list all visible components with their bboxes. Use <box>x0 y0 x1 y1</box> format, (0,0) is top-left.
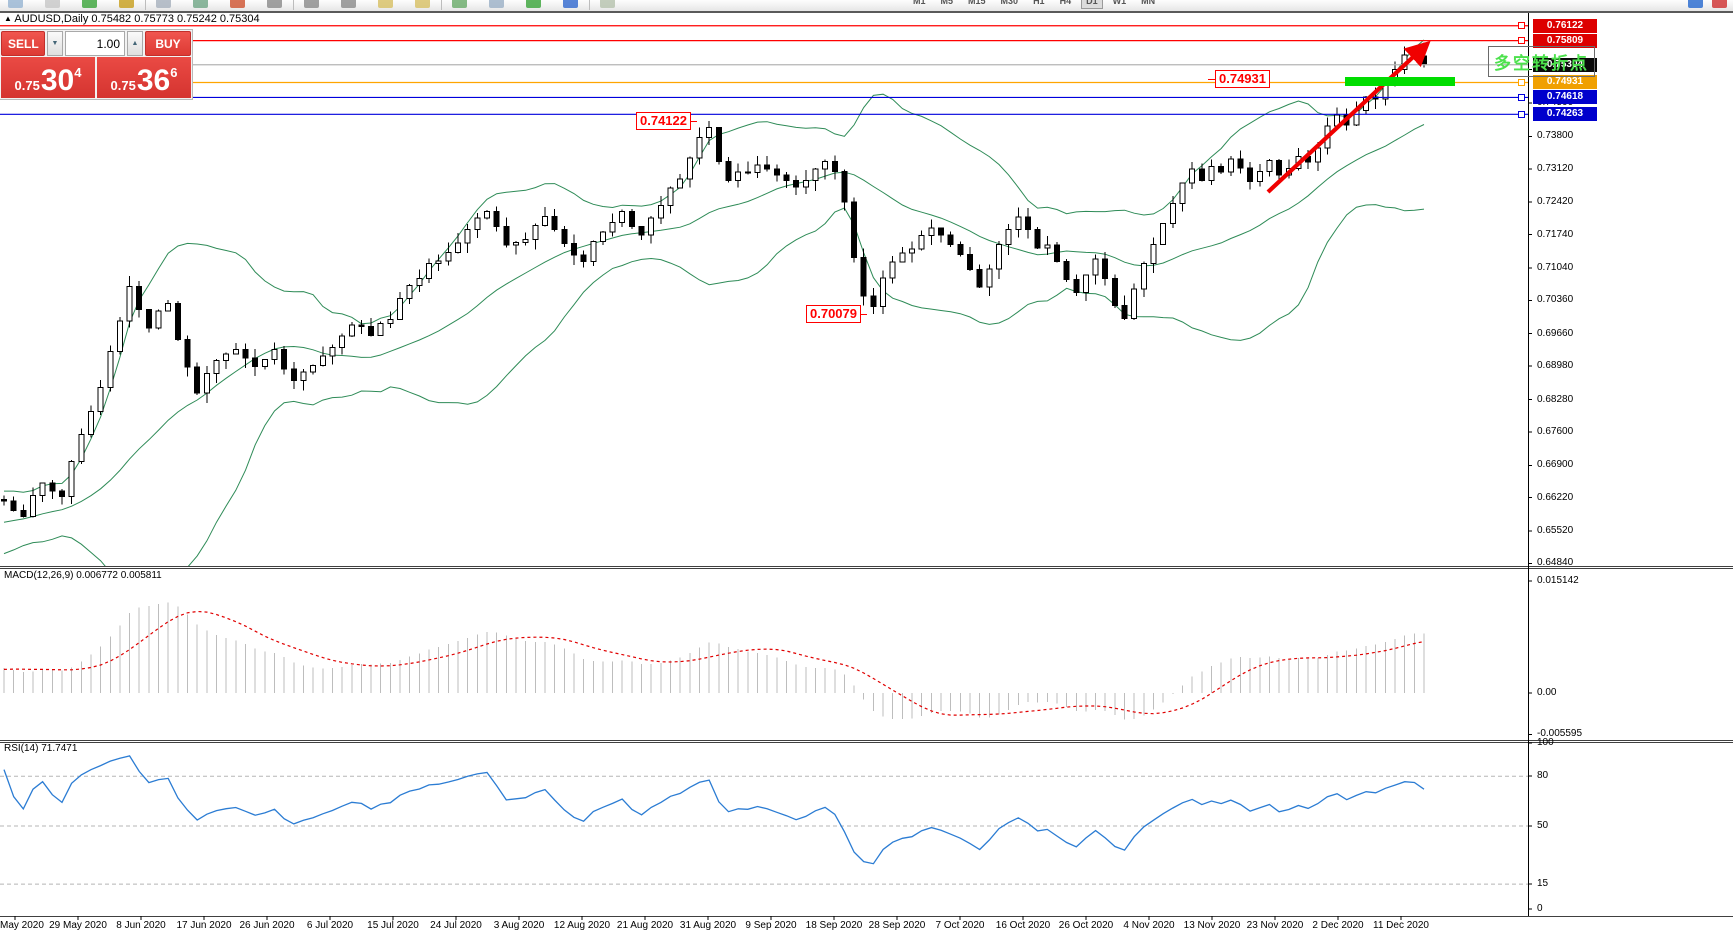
navigator-icon[interactable] <box>193 0 208 8</box>
sell-price[interactable]: 0.75 30 4 <box>1 57 95 98</box>
toolbar-separator <box>589 0 590 10</box>
data-window-icon[interactable] <box>156 0 171 8</box>
chart-bars-icon[interactable] <box>267 0 282 8</box>
toolbar-separator <box>293 0 294 10</box>
highlight-rectangle-annotation[interactable] <box>1345 77 1455 86</box>
timeframe-button-m15[interactable]: M15 <box>963 0 991 9</box>
profiles-icon[interactable] <box>45 0 60 8</box>
add-indicator-icon[interactable] <box>526 0 541 8</box>
volume-increase-button[interactable]: ▲ <box>127 31 143 56</box>
timeframe-button-m5[interactable]: M5 <box>936 0 959 9</box>
tiles-icon[interactable] <box>489 0 504 8</box>
timeframe-button-mn[interactable]: MN <box>1136 0 1160 9</box>
price-flag-annotation[interactable]: 0.70079 <box>806 305 867 323</box>
timeframe-button-h1[interactable]: H1 <box>1028 0 1050 9</box>
timeframe-button-m1[interactable]: M1 <box>908 0 931 9</box>
new-order-icon[interactable] <box>82 0 97 8</box>
price-flag-annotation[interactable]: 0.74122 <box>636 112 697 130</box>
autotrading-icon[interactable] <box>230 0 245 8</box>
timeframe-button-m30[interactable]: M30 <box>996 0 1024 9</box>
help-icon[interactable] <box>563 0 578 8</box>
zoom-in-icon[interactable] <box>378 0 393 8</box>
price-flag-annotation[interactable]: 0.74931 <box>1208 70 1270 88</box>
timeframe-button-w1[interactable]: W1 <box>1108 0 1132 9</box>
timeframe-bar: M1 M5 M15 M30 H1 H4 D1 W1 MN <box>908 0 1160 9</box>
toolbar-separator <box>441 0 442 10</box>
zoom-out-icon[interactable] <box>415 0 430 8</box>
buy-price[interactable]: 0.75 36 6 <box>97 57 191 98</box>
chart-line-icon[interactable] <box>341 0 356 8</box>
toolbar-separator <box>145 0 146 10</box>
toolbar: M1 M5 M15 M30 H1 H4 D1 W1 MN <box>0 0 1733 13</box>
new-chart-icon[interactable] <box>8 0 23 8</box>
buy-button[interactable]: BUY <box>145 31 191 56</box>
text-note-annotation[interactable]: 多空转折点 <box>1488 46 1595 77</box>
volume-decrease-button[interactable]: ▼ <box>47 31 63 56</box>
cursor-icon[interactable] <box>1688 0 1703 8</box>
image-icon[interactable] <box>600 0 615 8</box>
timeframe-button-d1[interactable]: D1 <box>1081 0 1103 9</box>
chart-candles-icon[interactable] <box>304 0 319 8</box>
indicators-icon[interactable] <box>452 0 467 8</box>
volume-input[interactable] <box>65 31 125 56</box>
sell-button[interactable]: SELL <box>1 31 45 56</box>
shapes-icon[interactable] <box>1712 0 1727 8</box>
market-watch-icon[interactable] <box>119 0 134 8</box>
timeframe-button-h4[interactable]: H4 <box>1055 0 1077 9</box>
